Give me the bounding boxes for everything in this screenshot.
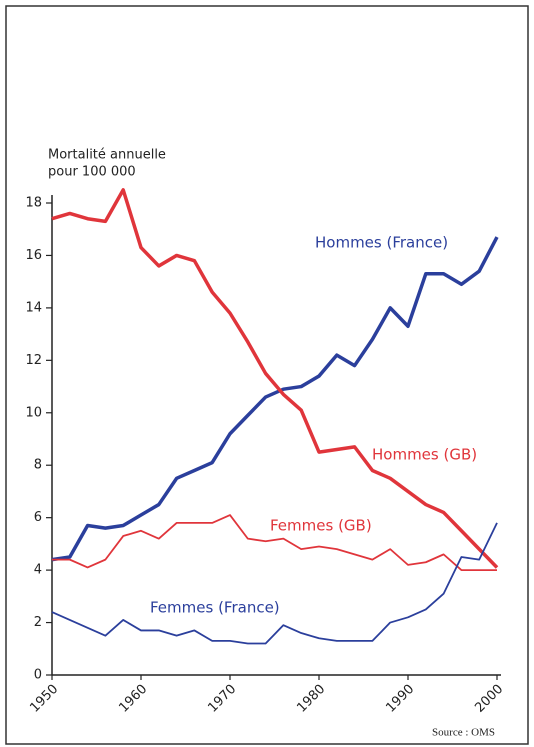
frame [5,5,529,745]
y-axis-title: Mortalité annuelle [48,148,166,163]
y-tick-label: 0 [34,668,42,683]
source: Source : OMS [432,727,495,739]
x-tick-label: 1980 [294,682,328,716]
y-tick-label: 18 [25,196,42,211]
line-series [51,188,499,569]
y-tick-label: 16 [25,248,42,263]
y-tick-label: 14 [25,300,42,315]
y-axis-title: pour 100 000 [48,165,136,180]
line-series [51,236,499,562]
y-tick-label: 2 [34,615,42,630]
series-label: Femmes (France) [150,599,280,617]
line-series [51,522,498,645]
series-label: Hommes (France) [315,234,448,252]
x-tick-label: 1950 [27,682,61,716]
y-tick-label: 10 [25,405,42,420]
line-series [52,514,497,572]
x-tick-label: 1990 [383,682,417,716]
y-tick-label: 8 [34,458,42,473]
series-label: Femmes (GB) [270,517,372,535]
x-tick-label: 2000 [472,682,506,716]
series-label: Hommes (GB) [372,446,477,464]
x-tick-label: 1970 [205,682,239,716]
x-tick-label: 1960 [116,682,150,716]
y-tick-label: 6 [34,510,42,525]
y-tick-label: 4 [34,563,42,578]
y-tick-label: 12 [25,353,42,368]
